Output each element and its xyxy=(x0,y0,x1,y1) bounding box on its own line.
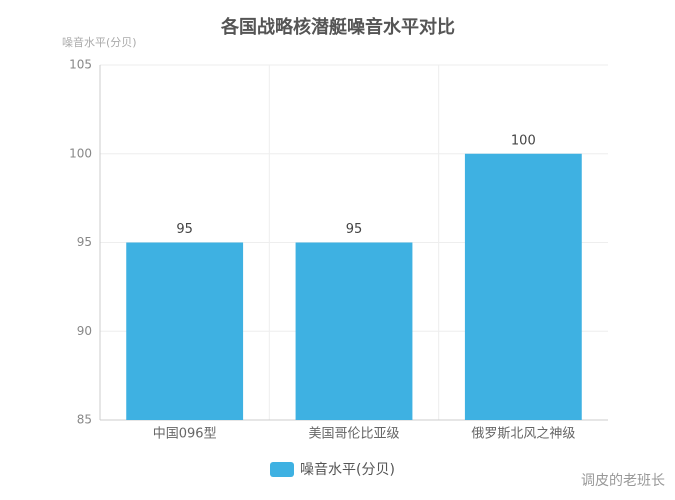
y-tick-label: 105 xyxy=(69,58,92,72)
y-tick-label: 100 xyxy=(69,146,92,160)
legend-label: 噪音水平(分贝) xyxy=(300,461,395,478)
bar xyxy=(295,242,413,420)
data-label: 100 xyxy=(511,133,536,148)
x-tick-label: 俄罗斯北风之神级 xyxy=(471,427,575,442)
bar xyxy=(126,242,244,420)
bar xyxy=(464,153,582,420)
data-label: 95 xyxy=(346,222,363,237)
watermark: 调皮的老班长 xyxy=(581,473,665,489)
data-label: 95 xyxy=(176,222,193,237)
x-tick-label: 美国哥伦比亚级 xyxy=(308,427,399,442)
y-tick-label: 90 xyxy=(77,324,92,338)
x-tick-label: 中国096型 xyxy=(153,427,217,442)
legend-swatch xyxy=(270,462,294,477)
y-tick-label: 95 xyxy=(77,235,92,249)
y-axis-label: 噪音水平(分贝) xyxy=(62,35,137,49)
y-tick-label: 85 xyxy=(77,413,92,427)
chart-title: 各国战略核潜艇噪音水平对比 xyxy=(220,16,455,38)
